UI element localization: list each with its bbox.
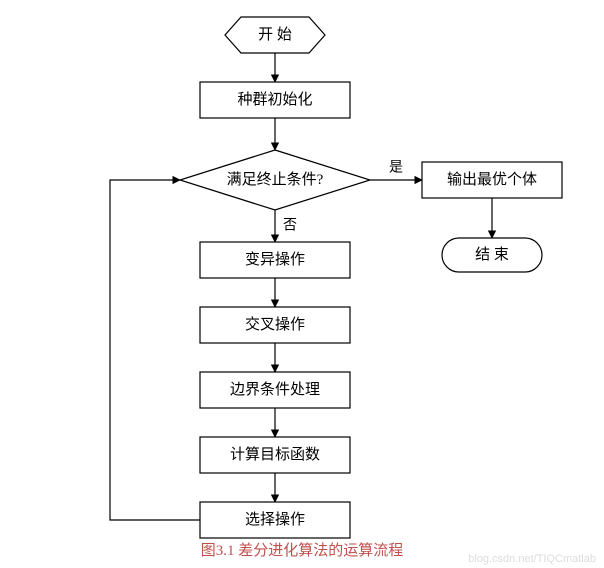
node-output-label: 输出最优个体 bbox=[447, 171, 537, 188]
node-mutate-label: 变异操作 bbox=[245, 251, 305, 268]
edge-label-cond-output: 是 bbox=[389, 161, 403, 176]
flowchart: 是否 开 始种群初始化满足终止条件? 输出最优个体结 束 变异操作交叉操作边界条件处… bbox=[0, 0, 604, 568]
node-init-label: 种群初始化 bbox=[237, 91, 312, 108]
figure-caption: 图3.1 差分进化算法的运算流程 bbox=[201, 541, 404, 559]
node-cond-label: 满足终止条件? bbox=[227, 171, 324, 188]
node-cross-label: 交叉操作 bbox=[245, 315, 305, 333]
node-bound-label: 边界条件处理 bbox=[230, 381, 320, 398]
node-start-label: 开 始 bbox=[258, 26, 292, 43]
watermark: blog.csdn.net/TIQCmatlab bbox=[468, 553, 596, 565]
node-select-label: 选择操作 bbox=[245, 511, 305, 528]
node-obj-label: 计算目标函数 bbox=[230, 445, 320, 463]
edge-select-cond bbox=[110, 180, 200, 520]
node-end-label: 结 束 bbox=[475, 246, 509, 263]
edge-label-cond-mutate: 否 bbox=[283, 219, 297, 234]
